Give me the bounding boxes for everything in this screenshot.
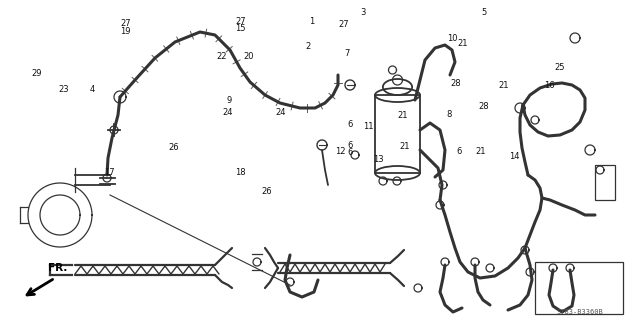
Text: 27: 27 [339,20,349,29]
Text: 9: 9 [227,96,232,105]
Text: 18: 18 [236,168,246,177]
Text: 21: 21 [498,81,508,90]
Text: 24: 24 [223,108,233,117]
Text: FR.: FR. [48,263,68,273]
Text: 2: 2 [306,42,311,51]
Text: ST83-B3360B: ST83-B3360B [557,309,603,315]
Text: 29: 29 [32,69,42,78]
Text: 25: 25 [554,63,564,72]
Text: 22: 22 [217,52,227,61]
Text: 4: 4 [90,85,95,94]
Text: 14: 14 [510,152,520,161]
Text: 8: 8 [447,110,452,119]
Text: 3: 3 [361,8,366,17]
Bar [595,165,615,200]
Text: 27: 27 [236,17,246,26]
Text: 13: 13 [373,156,383,164]
Text: 11: 11 [363,122,373,131]
Text: 21: 21 [458,39,468,48]
Text: 20: 20 [243,52,254,61]
Text: 15: 15 [236,24,246,33]
Bar [375,95,420,173]
Text: 21: 21 [475,147,485,156]
Text: 21: 21 [397,111,408,120]
Text: 7: 7 [345,49,350,58]
Text: 10: 10 [447,34,457,43]
Bar [535,262,623,314]
Text: 17: 17 [104,168,115,177]
Text: 5: 5 [482,8,487,17]
Text: 6: 6 [347,148,352,157]
Text: 23: 23 [59,85,69,94]
Text: 12: 12 [336,147,346,156]
Text: 27: 27 [120,19,131,28]
Text: 26: 26 [168,143,178,152]
Text: 6: 6 [347,120,352,129]
Text: 28: 28 [479,102,489,111]
Text: 26: 26 [261,188,271,196]
Text: 21: 21 [400,142,410,151]
Text: 1: 1 [310,17,315,26]
Text: 24: 24 [275,108,285,117]
Text: 6: 6 [347,141,352,150]
Text: 6: 6 [457,147,462,156]
Text: 28: 28 [450,79,461,88]
Text: 19: 19 [120,28,131,36]
Text: 16: 16 [544,81,554,90]
